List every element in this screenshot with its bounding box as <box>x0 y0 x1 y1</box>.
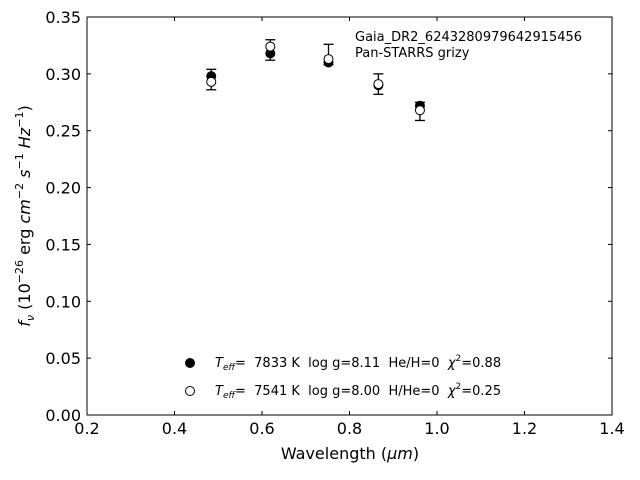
x-tick-label: 0.4 <box>162 419 187 438</box>
x-tick-label: 1.2 <box>512 419 537 438</box>
legend-marker-1 <box>185 358 195 368</box>
legend-label-1: Teff= 7833 K log g=8.11 He/H=0 χ2=0.88 <box>215 354 501 373</box>
legend-marker-2 <box>185 386 195 396</box>
annotation-line-1: Gaia_DR2_6243280979642915456 <box>355 30 582 45</box>
data-points <box>206 41 425 116</box>
model-point-open <box>323 54 334 65</box>
y-tick-label: 0.10 <box>45 292 81 311</box>
y-tick-label: 0.00 <box>45 406 81 425</box>
y-tick-label: 0.25 <box>45 122 81 141</box>
legend: Teff= 7833 K log g=8.11 He/H=0 χ2=0.88 T… <box>185 354 501 401</box>
y-tick-label: 0.30 <box>45 65 81 84</box>
model-point-open <box>373 79 384 90</box>
ticks: 0.2 0.4 0.6 0.8 1.0 1.2 1.4 0.00 0.05 0.10 0.15 0.2… <box>45 8 624 438</box>
x-tick-label: 1.0 <box>424 419 449 438</box>
y-tick-label: 0.20 <box>45 179 81 198</box>
legend-label-2: Teff= 7541 K log g=8.00 H/He=0 χ2=0.25 <box>215 382 501 401</box>
x-tick-label: 1.4 <box>599 419 624 438</box>
model-point-open <box>414 105 425 116</box>
annotation-line-2: Pan-STARRS grizy <box>355 46 470 61</box>
y-tick-label: 0.35 <box>45 8 81 27</box>
y-axis-label: fν (10−26 erg cm−2 s−1 Hz−1) <box>13 105 37 326</box>
model-point-open <box>265 41 276 52</box>
y-tick-label: 0.05 <box>45 349 81 368</box>
x-axis-label: Wavelength (μm) <box>281 444 419 463</box>
x-tick-label: 0.2 <box>74 419 99 438</box>
y-tick-label: 0.15 <box>45 235 81 254</box>
x-tick-label: 0.8 <box>337 419 362 438</box>
model-point-open <box>206 76 217 87</box>
x-tick-label: 0.6 <box>249 419 274 438</box>
